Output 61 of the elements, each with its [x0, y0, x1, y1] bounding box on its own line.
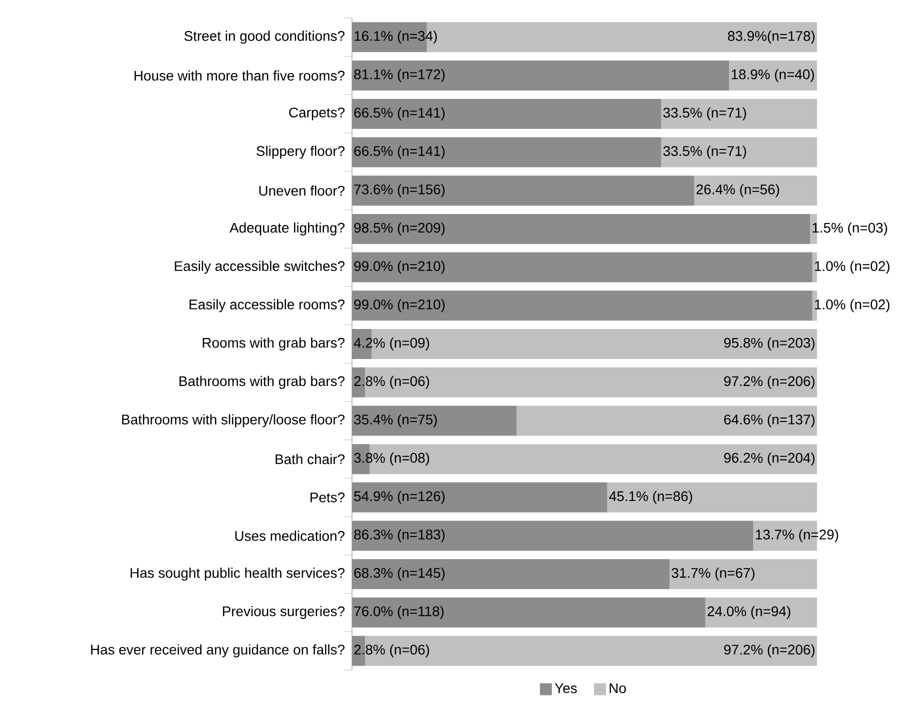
y-tick-label: Bath chair? — [276, 454, 345, 464]
data-label: 2.8% (n=06) — [354, 376, 430, 389]
y-tick-label: Rooms with grab bars? — [202, 338, 345, 351]
data-label: 24.0% (n=94) — [708, 606, 790, 619]
data-label: 98.5% (n=209) — [354, 222, 445, 236]
data-label: 83.9%(n=178) — [728, 30, 815, 44]
data-label: 4.2% (n=09) — [354, 338, 430, 350]
y-tick-label: Street in good conditions? — [184, 30, 345, 44]
bar — [694, 176, 818, 206]
data-label: 97.2% (n=206) — [724, 376, 815, 389]
data-label: 26.4% (n=56) — [696, 184, 780, 198]
data-label: 95.8% (n=203) — [724, 338, 815, 350]
bar — [607, 482, 818, 512]
y-tick-label: Adequate lighting? — [230, 222, 345, 236]
y-tick-label: Has ever received any guidance on falls? — [91, 644, 344, 658]
data-label: 3.8% (n=08) — [354, 452, 430, 466]
y-tick-label: Pets? — [310, 492, 345, 502]
data-label: 33.5% (n=71) — [663, 146, 746, 159]
bar — [516, 406, 818, 436]
data-label: 1.0% (n=02) — [815, 299, 890, 312]
data-label: 68.3% (n=145) — [354, 568, 445, 581]
y-tick-label: Easily accessible switches? — [174, 260, 345, 274]
data-label: 99.0% (n=210) — [354, 260, 445, 274]
data-label: 64.6% (n=137) — [724, 414, 815, 428]
data-label: 31.7% (n=67) — [672, 568, 754, 581]
data-label: 66.5% (n=141) — [354, 107, 445, 120]
bar — [729, 60, 818, 91]
data-label: 97.2% (n=206) — [724, 644, 815, 658]
y-tick-label: Easily accessible rooms? — [190, 299, 345, 312]
y-tick-label: Uses medication? — [235, 530, 345, 541]
data-label: 33.5% (n=71) — [663, 107, 746, 120]
data-label: 54.9% (n=126) — [354, 490, 445, 504]
data-label: 16.1% (n=34) — [354, 30, 437, 44]
y-tick-label: Carpets? — [289, 108, 345, 120]
data-label: 35.4% (n=75) — [354, 414, 437, 428]
data-label: 81.1% (n=172) — [354, 69, 445, 82]
data-label: 1.5% (n=03) — [812, 222, 888, 236]
data-label: 13.7% (n=29) — [756, 529, 838, 542]
data-label: 2.8% (n=06) — [354, 644, 430, 658]
y-tick-label: Bathrooms with grab bars? — [180, 376, 345, 389]
data-label: 66.5% (n=141) — [354, 146, 445, 159]
data-label: 76.0% (n=118) — [354, 606, 444, 619]
bar — [705, 597, 818, 628]
legend-label: No — [610, 683, 626, 694]
y-tick-label: Previous surgeries? — [222, 606, 345, 619]
y-tick-label: Uneven floor? — [259, 185, 345, 196]
data-label: 18.9% (n=40) — [732, 69, 814, 82]
data-label: 73.6% (n=156) — [354, 184, 445, 198]
y-tick-label: House with more than five rooms? — [134, 70, 345, 81]
legend-label: Yes — [554, 683, 577, 694]
data-label: 1.0% (n=02) — [815, 260, 890, 274]
y-tick-label: Bathrooms with slippery/loose floor? — [122, 414, 345, 428]
y-tick-label: Slippery floor? — [256, 146, 345, 159]
bar — [661, 137, 818, 168]
data-label: 96.2% (n=204) — [724, 452, 815, 466]
y-tick-label: Has sought public health services? — [130, 568, 345, 581]
data-label: 86.3% (n=183) — [354, 529, 445, 542]
bar — [670, 559, 818, 590]
bar — [661, 98, 818, 129]
data-label: 99.0% (n=210) — [354, 299, 445, 312]
data-label: 45.1% (n=86) — [609, 490, 692, 504]
